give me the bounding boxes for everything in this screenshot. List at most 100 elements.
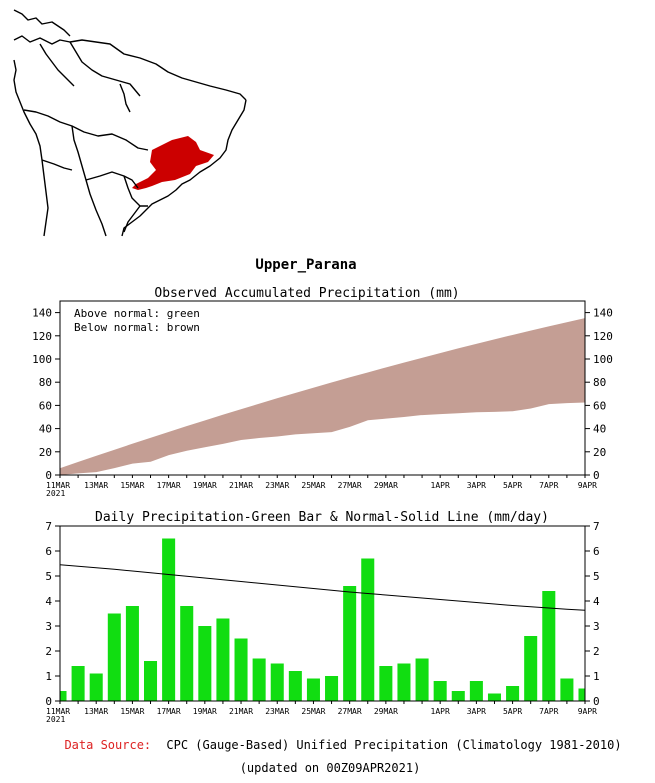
x-tick-label: 23MAR [265, 481, 289, 490]
daily-bar [433, 681, 447, 701]
daily-bar [451, 691, 465, 701]
y-tick-label-left: 2 [45, 645, 52, 658]
x-tick-label: 27MAR [338, 481, 362, 490]
y-tick-label-right: 5 [593, 570, 600, 583]
x-tick-label: 9APR [578, 481, 597, 490]
y-tick-label-right: 4 [593, 595, 600, 608]
y-tick-label-left: 7 [45, 520, 52, 533]
x-tick-label: 17MAR [157, 707, 181, 716]
y-tick-label-left: 0 [45, 469, 52, 482]
normal-line [59, 318, 586, 470]
y-tick-label-left: 3 [45, 620, 52, 633]
daily-bar [469, 681, 483, 701]
x-tick-label: 7APR [539, 481, 558, 490]
legend-above: Above normal: green [74, 307, 200, 320]
data-source-text: CPC (Gauge-Based) Unified Precipitation … [166, 738, 621, 752]
data-source-label: Data Source: [64, 738, 151, 752]
daily-bar [270, 663, 284, 701]
daily-bar [107, 613, 121, 701]
y-tick-label-right: 0 [593, 695, 600, 708]
daily-bar [361, 558, 375, 701]
daily-bar [125, 606, 139, 701]
normal-solid-line [59, 564, 586, 611]
y-tick-label-left: 4 [45, 595, 52, 608]
x-tick-label: 23MAR [265, 707, 289, 716]
y-tick-label-right: 100 [593, 353, 613, 366]
daily-bar [506, 686, 520, 701]
x-tick-label: 5APR [503, 707, 522, 716]
accumulated-title: Observed Accumulated Precipitation (mm) [154, 286, 459, 301]
daily-bar [343, 586, 357, 701]
y-tick-label-right: 60 [593, 399, 606, 412]
daily-bar [524, 636, 538, 701]
daily-bar [487, 693, 501, 701]
y-tick-label-left: 20 [39, 446, 52, 459]
x-tick-label: 3APR [467, 481, 486, 490]
accumulated-chart: Observed Accumulated Precipitation (mm) … [32, 286, 613, 498]
x-tick-label: 21MAR [229, 707, 253, 716]
x-tick-label: 7APR [539, 707, 558, 716]
daily-chart: Daily Precipitation-Green Bar & Normal-S… [45, 510, 600, 724]
x-tick-label: 15MAR [120, 707, 144, 716]
x-tick-label: 9APR [578, 707, 597, 716]
x-tick-label: 1APR [431, 481, 450, 490]
daily-plot [59, 538, 586, 701]
x-tick-label: 15MAR [120, 481, 144, 490]
y-tick-label-right: 20 [593, 446, 606, 459]
y-tick-label-right: 120 [593, 330, 613, 343]
daily-bar [415, 658, 429, 701]
x-tick-label: 11MAR [46, 707, 70, 716]
map [13, 9, 247, 237]
daily-y-ticks-left: 0 1 2 3 4 5 6 7 [45, 520, 60, 708]
y-tick-label-right: 6 [593, 545, 600, 558]
x-tick-label: 29MAR [374, 481, 398, 490]
accumulated-x-ticks: 11MAR 13MAR 15MAR 17MAR 19MAR 21MAR 23MAR 25MAR… [46, 475, 597, 490]
daily-bar [89, 673, 103, 701]
y-tick-label-right: 3 [593, 620, 600, 633]
daily-bar [578, 688, 585, 701]
y-tick-label-left: 40 [39, 423, 52, 436]
accumulated-year-label: 2021 [46, 489, 65, 498]
accumulated-y-ticks-right: 0 20 40 60 80 100 120 140 [585, 307, 613, 482]
accumulated-y-ticks-left: 0 20 40 60 80 100 120 140 [32, 307, 60, 482]
y-tick-label-right: 140 [593, 307, 613, 320]
y-tick-label-right: 1 [593, 670, 600, 683]
x-tick-label: 25MAR [301, 481, 325, 490]
daily-bar [560, 678, 574, 701]
y-tick-label-right: 7 [593, 520, 600, 533]
daily-bar [306, 678, 320, 701]
x-tick-label: 27MAR [338, 707, 362, 716]
x-tick-label: 25MAR [301, 707, 325, 716]
daily-y-ticks-right: 0 1 2 3 4 5 6 7 [585, 520, 600, 708]
x-tick-label: 3APR [467, 707, 486, 716]
x-tick-label: 21MAR [229, 481, 253, 490]
data-source-line: Data Source: CPC (Gauge-Based) Unified P… [64, 738, 621, 752]
y-tick-label-right: 40 [593, 423, 606, 436]
y-tick-label-left: 60 [39, 399, 52, 412]
x-tick-label: 13MAR [84, 481, 108, 490]
x-tick-label: 19MAR [193, 481, 217, 490]
y-tick-label-right: 2 [593, 645, 600, 658]
y-tick-label-left: 80 [39, 376, 52, 389]
map-outlines [13, 9, 247, 237]
below-normal-area [60, 318, 585, 475]
x-tick-label: 19MAR [193, 707, 217, 716]
y-tick-label-right: 0 [593, 469, 600, 482]
x-tick-label: 17MAR [157, 481, 181, 490]
daily-bar [71, 666, 85, 701]
daily-bar [397, 663, 411, 701]
x-tick-label: 1APR [431, 707, 450, 716]
daily-bar [379, 666, 393, 701]
accumulated-frame [59, 300, 586, 476]
daily-bar [180, 606, 194, 701]
y-tick-label-left: 120 [32, 330, 52, 343]
region-title: Upper_Parana [255, 257, 356, 273]
daily-title: Daily Precipitation-Green Bar & Normal-S… [95, 510, 549, 525]
accumulated-plot [59, 318, 586, 476]
daily-bar [60, 691, 67, 701]
daily-bar [162, 538, 176, 701]
daily-bar [325, 676, 339, 701]
x-tick-label: 13MAR [84, 707, 108, 716]
daily-bar [216, 618, 230, 701]
